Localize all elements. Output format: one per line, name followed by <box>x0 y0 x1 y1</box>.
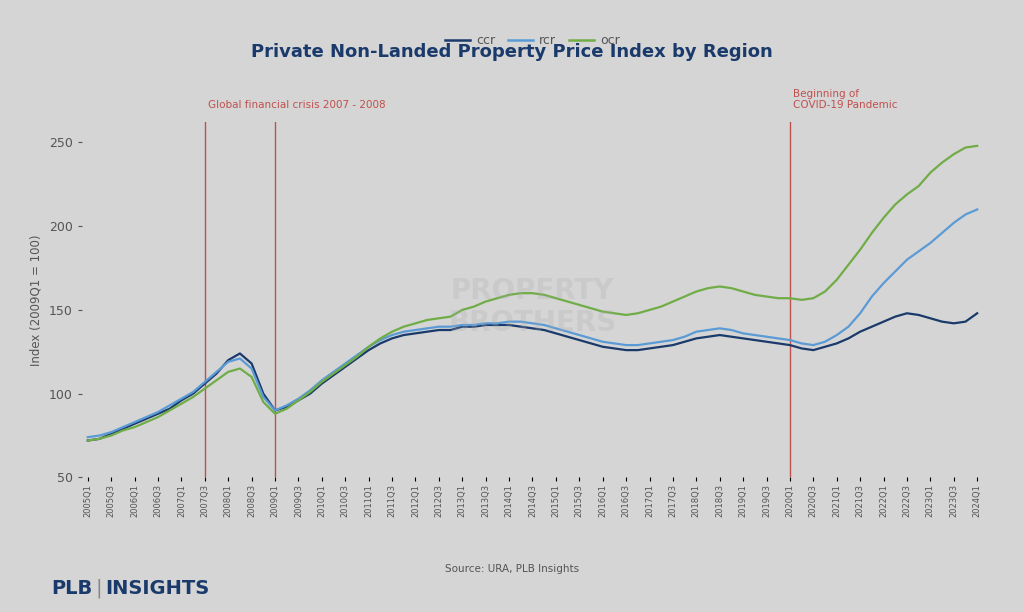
Legend: ccr, rcr, ocr: ccr, rcr, ocr <box>440 29 625 52</box>
Text: Beginning of
COVID-19 Pandemic: Beginning of COVID-19 Pandemic <box>794 89 898 110</box>
Text: Source: URA, PLB Insights: Source: URA, PLB Insights <box>445 564 579 574</box>
Text: Global financial crisis 2007 - 2008: Global financial crisis 2007 - 2008 <box>208 100 386 110</box>
Text: |: | <box>95 578 101 598</box>
Text: PROPERTY
BROTHERS: PROPERTY BROTHERS <box>449 277 616 337</box>
Text: PLB: PLB <box>51 578 92 598</box>
Text: Private Non-Landed Property Price Index by Region: Private Non-Landed Property Price Index … <box>251 43 773 61</box>
Text: INSIGHTS: INSIGHTS <box>105 578 210 598</box>
Y-axis label: Index (2009Q1 = 100): Index (2009Q1 = 100) <box>29 234 42 365</box>
